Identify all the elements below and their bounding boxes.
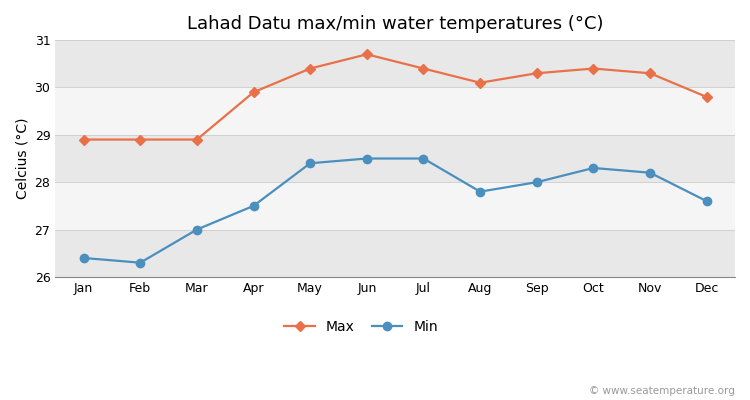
- Title: Lahad Datu max/min water temperatures (°C): Lahad Datu max/min water temperatures (°…: [187, 15, 604, 33]
- Min: [79, 256, 88, 260]
- Y-axis label: Celcius (°C): Celcius (°C): [15, 118, 29, 199]
- Max: [79, 137, 88, 142]
- Max: [362, 52, 371, 57]
- Min: [362, 156, 371, 161]
- Max: [476, 80, 484, 85]
- Min: [306, 161, 315, 166]
- Min: [136, 260, 145, 265]
- Min: [646, 170, 655, 175]
- Max: [419, 66, 428, 71]
- Min: [193, 227, 202, 232]
- Max: [136, 137, 145, 142]
- Text: © www.seatemperature.org: © www.seatemperature.org: [590, 386, 735, 396]
- Min: [419, 156, 428, 161]
- Min: [702, 199, 711, 204]
- Legend: Max, Min: Max, Min: [279, 315, 443, 340]
- Min: [532, 180, 542, 184]
- Line: Max: Max: [80, 51, 710, 143]
- Max: [589, 66, 598, 71]
- Line: Min: Min: [80, 154, 711, 267]
- Max: [646, 71, 655, 76]
- Min: [249, 204, 258, 208]
- Bar: [56, 40, 735, 88]
- Bar: [56, 182, 735, 230]
- Max: [702, 94, 711, 99]
- Bar: [56, 135, 735, 182]
- Min: [589, 166, 598, 170]
- Bar: [56, 230, 735, 277]
- Max: [193, 137, 202, 142]
- Min: [476, 189, 484, 194]
- Bar: [56, 88, 735, 135]
- Max: [249, 90, 258, 95]
- Max: [306, 66, 315, 71]
- Max: [532, 71, 542, 76]
